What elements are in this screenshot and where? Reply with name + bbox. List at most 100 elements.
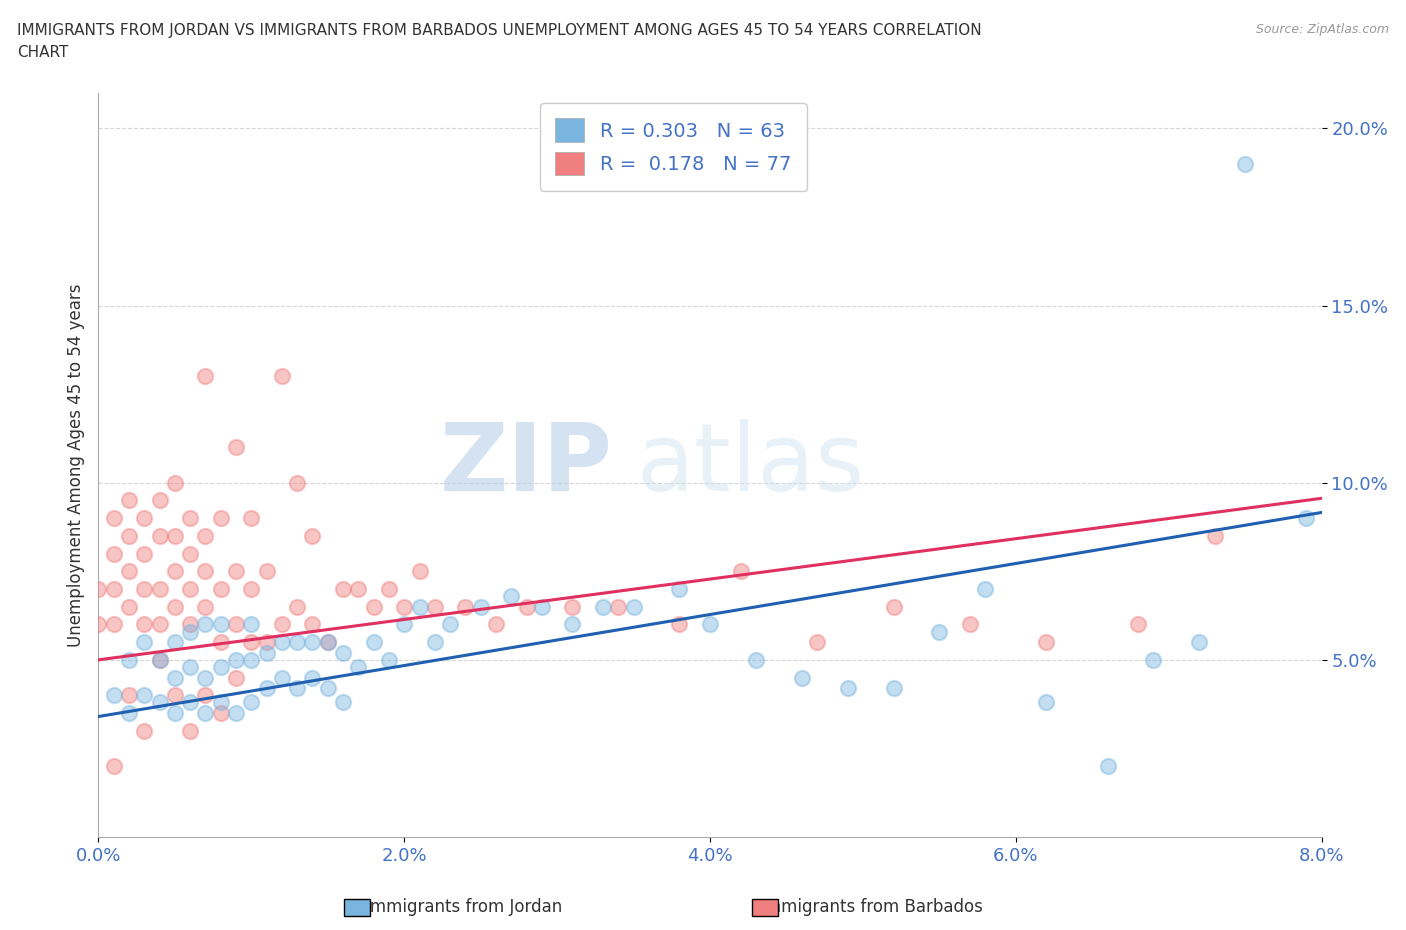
Point xyxy=(270,617,294,631)
Point xyxy=(730,564,752,578)
Point xyxy=(149,695,172,710)
Point xyxy=(179,546,201,561)
Point xyxy=(668,581,690,596)
Point xyxy=(561,599,583,614)
Point xyxy=(149,653,172,668)
Point xyxy=(134,617,156,631)
Point xyxy=(179,724,201,738)
Point xyxy=(1295,511,1317,525)
Point xyxy=(1188,634,1211,649)
Text: Immigrants from Barbados: Immigrants from Barbados xyxy=(761,897,983,916)
Point xyxy=(194,617,217,631)
Point xyxy=(163,634,186,649)
Point xyxy=(240,511,263,525)
Point xyxy=(623,599,645,614)
Point xyxy=(240,634,263,649)
Point xyxy=(347,581,370,596)
Point xyxy=(118,493,141,508)
Point xyxy=(103,617,125,631)
Point xyxy=(194,671,217,685)
Point xyxy=(134,546,156,561)
Point xyxy=(392,599,416,614)
Point xyxy=(118,653,141,668)
Point xyxy=(485,617,508,631)
Point xyxy=(194,688,217,703)
Point xyxy=(301,634,323,649)
Point xyxy=(240,581,263,596)
Point xyxy=(225,564,247,578)
Point xyxy=(301,617,323,631)
Point xyxy=(209,634,232,649)
Point xyxy=(209,659,232,674)
Point xyxy=(149,617,172,631)
Point xyxy=(1035,634,1057,649)
Point xyxy=(179,617,201,631)
Point xyxy=(163,564,186,578)
Point xyxy=(332,695,354,710)
Point xyxy=(837,681,859,696)
Point xyxy=(1035,695,1057,710)
Point xyxy=(561,617,583,631)
Point xyxy=(194,564,217,578)
Point xyxy=(118,599,141,614)
Point xyxy=(240,653,263,668)
Text: atlas: atlas xyxy=(637,419,865,511)
Point xyxy=(118,688,141,703)
Point xyxy=(270,369,294,384)
Point xyxy=(883,599,905,614)
Point xyxy=(209,581,232,596)
Point xyxy=(103,759,125,774)
Point xyxy=(423,634,446,649)
Point xyxy=(225,706,247,721)
Point xyxy=(592,599,614,614)
Point xyxy=(103,546,125,561)
Point xyxy=(134,724,156,738)
Point xyxy=(194,706,217,721)
Point xyxy=(240,695,263,710)
Point xyxy=(149,581,172,596)
Point xyxy=(347,659,370,674)
Point xyxy=(256,681,278,696)
Point xyxy=(225,653,247,668)
Point xyxy=(363,634,385,649)
Point xyxy=(501,589,523,604)
Point xyxy=(179,581,201,596)
Point xyxy=(163,528,186,543)
Point xyxy=(516,599,538,614)
Point xyxy=(301,528,323,543)
Point xyxy=(103,581,125,596)
Point xyxy=(256,645,278,660)
Point xyxy=(928,624,950,639)
Point xyxy=(392,617,416,631)
Point xyxy=(883,681,905,696)
Point xyxy=(134,634,156,649)
Point xyxy=(699,617,721,631)
Text: Immigrants from Jordan: Immigrants from Jordan xyxy=(366,897,562,916)
Point xyxy=(163,688,186,703)
Point xyxy=(209,706,232,721)
Text: Source: ZipAtlas.com: Source: ZipAtlas.com xyxy=(1256,23,1389,36)
Point xyxy=(134,688,156,703)
Point xyxy=(194,599,217,614)
Point xyxy=(149,528,172,543)
Point xyxy=(87,617,110,631)
Point xyxy=(270,671,294,685)
Point xyxy=(163,475,186,490)
Point xyxy=(285,681,308,696)
Point xyxy=(607,599,630,614)
Point xyxy=(332,645,354,660)
Point xyxy=(316,634,339,649)
Point xyxy=(470,599,492,614)
Point xyxy=(256,634,278,649)
Point xyxy=(103,688,125,703)
Point xyxy=(378,581,401,596)
Point xyxy=(1204,528,1226,543)
Point xyxy=(163,599,186,614)
Point xyxy=(790,671,813,685)
Point xyxy=(179,624,201,639)
Point xyxy=(209,695,232,710)
Point xyxy=(959,617,981,631)
Point xyxy=(240,617,263,631)
Point xyxy=(179,659,201,674)
Point xyxy=(408,564,430,578)
